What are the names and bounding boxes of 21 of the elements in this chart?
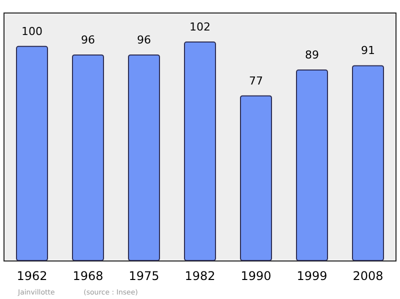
x-tick-label: 1999: [296, 269, 328, 283]
x-tick-label: 1975: [128, 269, 160, 283]
bar: [184, 42, 216, 261]
data-label: 100: [22, 24, 42, 38]
data-label: 77: [249, 74, 263, 88]
data-label: 91: [361, 44, 375, 58]
x-tick-label: 1982: [184, 269, 216, 283]
bar: [240, 95, 272, 261]
bar: [16, 46, 48, 261]
x-tick-label: 2008: [352, 269, 384, 283]
x-tick-label: 1962: [16, 269, 48, 283]
bar: [72, 54, 104, 261]
x-tick-label: 1968: [72, 269, 104, 283]
bar: [296, 70, 328, 261]
data-label: 96: [81, 33, 95, 46]
data-label: 102: [190, 20, 210, 34]
data-label: 89: [305, 48, 319, 62]
bar: [128, 54, 160, 261]
bar: [352, 65, 384, 261]
x-tick-label: 1990: [240, 269, 272, 283]
data-label: 96: [137, 33, 151, 46]
